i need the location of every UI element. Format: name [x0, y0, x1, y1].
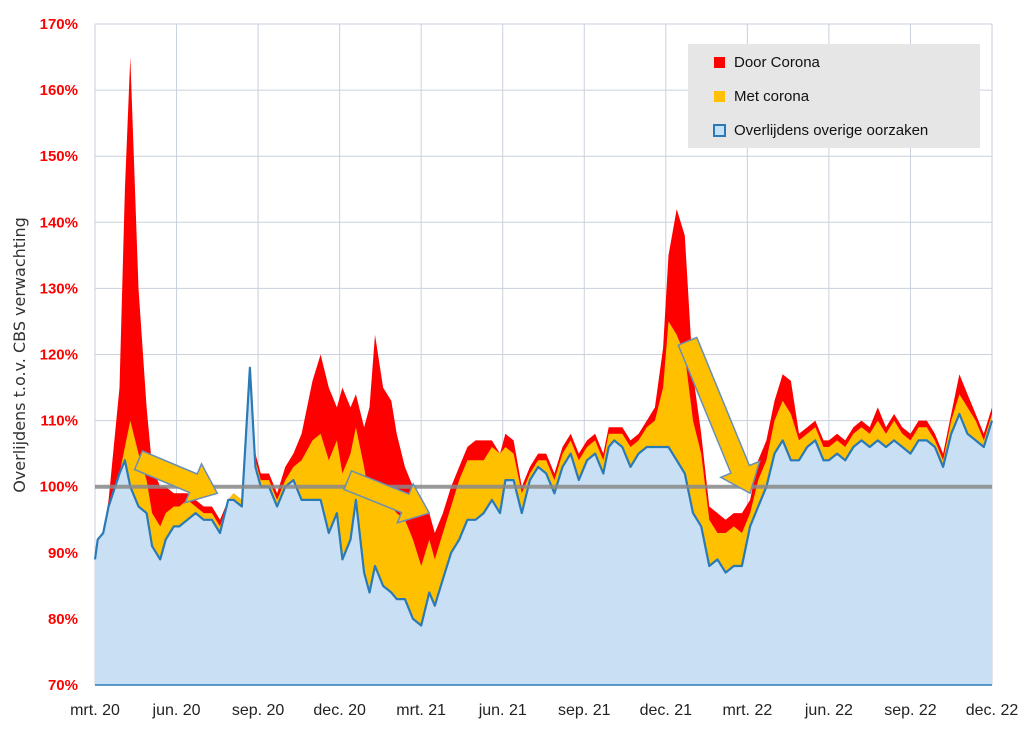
x-tick-label: dec. 22 — [966, 702, 1019, 719]
y-tick-label: 100% — [40, 479, 78, 496]
y-tick-label: 150% — [40, 148, 78, 165]
legend-swatch-door-corona — [714, 57, 725, 68]
series-area-overige — [95, 367, 992, 685]
y-tick-label: 110% — [40, 413, 78, 430]
legend-box — [688, 44, 980, 148]
x-tick-label: dec. 21 — [640, 702, 693, 719]
y-tick-label: 160% — [40, 82, 78, 99]
y-tick-label: 120% — [40, 347, 78, 364]
annotation-arrows — [133, 336, 761, 524]
annotation-arrow — [343, 469, 431, 524]
x-tick-label: jun. 22 — [804, 702, 853, 719]
x-tick-label: sep. 20 — [232, 702, 285, 719]
legend-swatch-met-corona — [714, 91, 725, 102]
legend-swatch-overige — [713, 124, 726, 137]
y-tick-label: 130% — [40, 280, 78, 297]
x-tick-label: mrt. 21 — [396, 702, 446, 719]
x-tick-label: mrt. 20 — [70, 702, 120, 719]
x-tick-label: mrt. 22 — [722, 702, 772, 719]
x-tick-label: jun. 21 — [478, 702, 527, 719]
x-tick-label: dec. 20 — [313, 702, 366, 719]
y-tick-label: 140% — [40, 214, 78, 231]
annotation-arrow — [677, 336, 761, 495]
series-areas — [93, 57, 994, 686]
y-tick-label: 70% — [48, 677, 78, 694]
axis-ticks: 70% 80% 90% 100% 110% 120% 130% 140% 150% 160% 170… — [40, 16, 1019, 719]
legend-label-door-corona: Door Corona — [734, 54, 821, 71]
x-tick-label: sep. 22 — [884, 702, 937, 719]
y-tick-label: 80% — [48, 611, 78, 628]
y-tick-label: 170% — [40, 16, 78, 33]
legend-label-overige: Overlijdens overige oorzaken — [734, 122, 928, 139]
annotation-arrow — [133, 450, 219, 504]
x-tick-label: sep. 21 — [558, 702, 611, 719]
series-line-overige — [93, 366, 994, 627]
legend: Door Corona Met corona Overlijdens overi… — [688, 44, 980, 148]
y-axis-label: Overlijdens t.o.v. CBS verwachting — [10, 217, 29, 493]
y-tick-label: 90% — [48, 545, 78, 562]
legend-label-met-corona: Met corona — [734, 88, 810, 105]
x-tick-label: jun. 20 — [152, 702, 201, 719]
